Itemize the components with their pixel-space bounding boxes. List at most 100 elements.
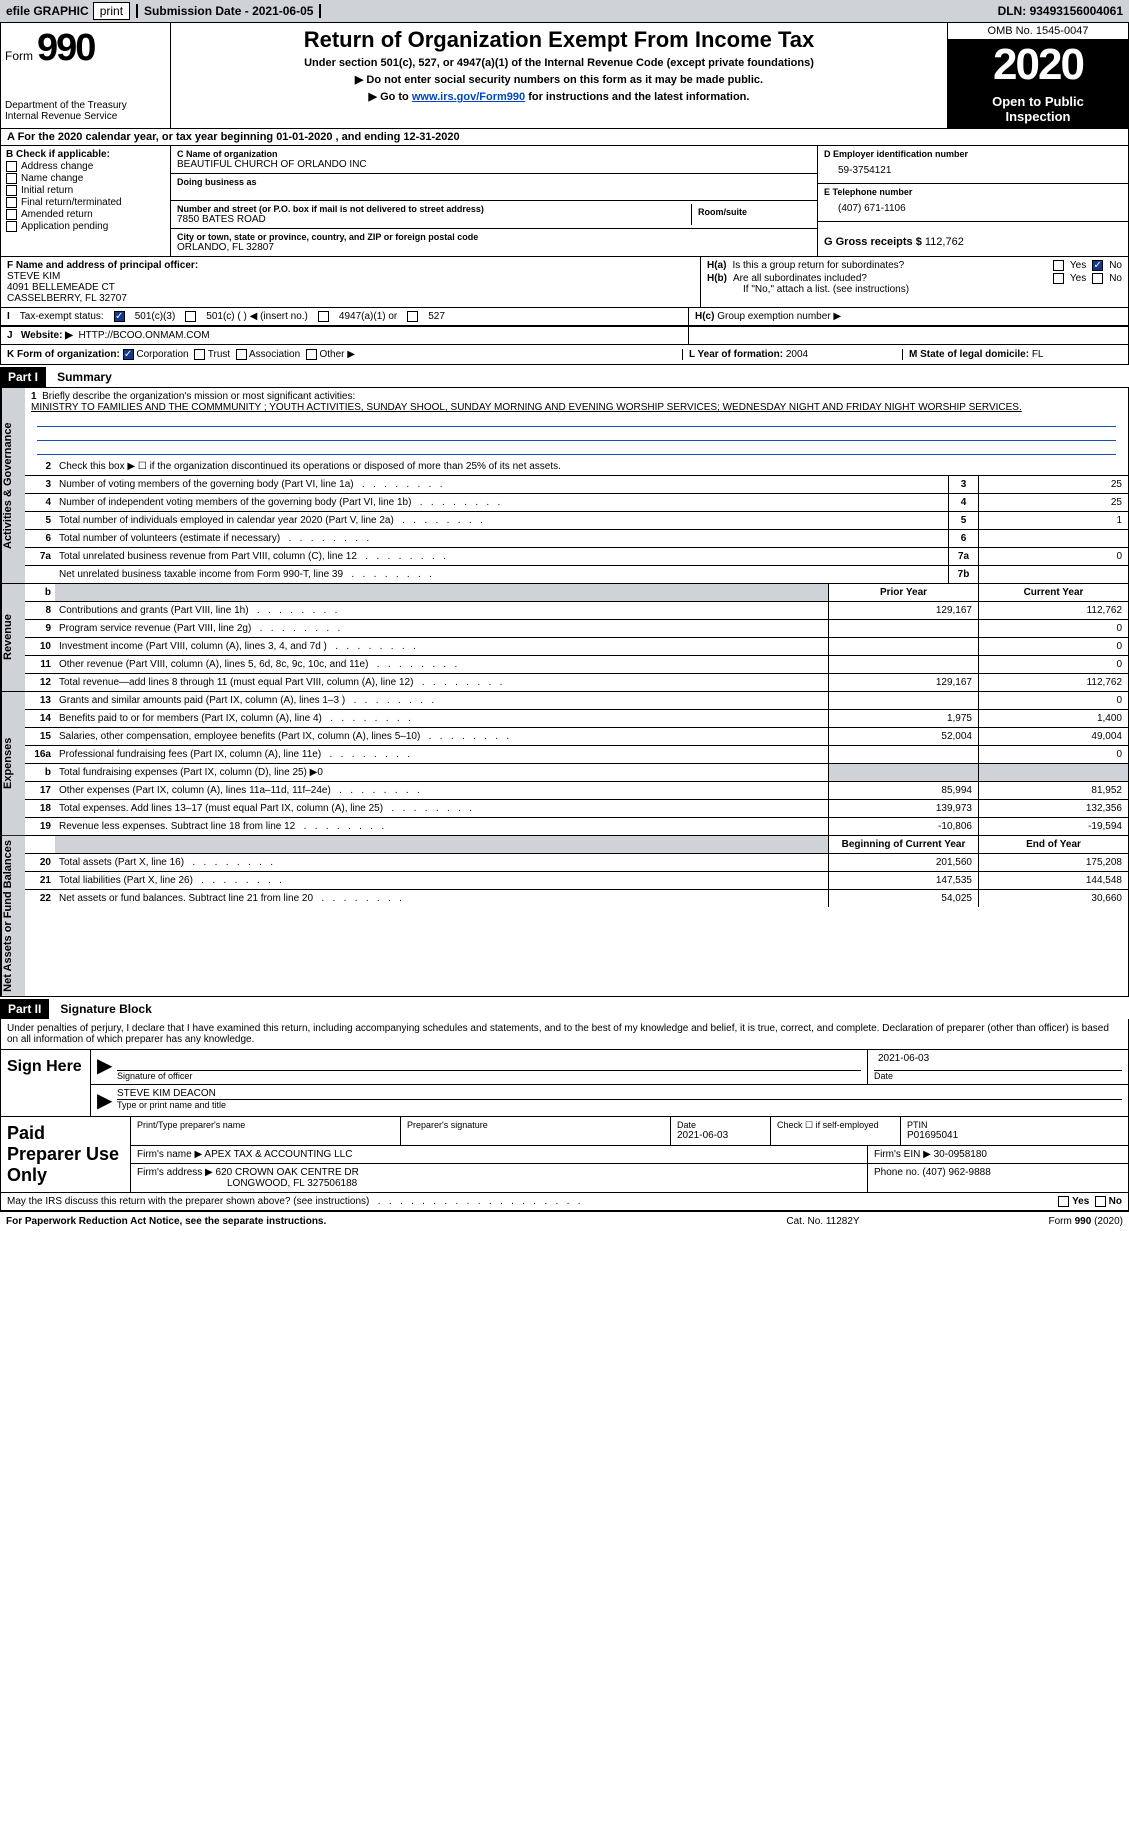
501c3-box[interactable]	[114, 311, 125, 322]
page-footer: For Paperwork Reduction Act Notice, see …	[0, 1211, 1129, 1231]
topbar: efile GRAPHIC print Submission Date - 20…	[0, 0, 1129, 22]
prep-date: 2021-06-03	[677, 1130, 764, 1141]
self-employed-check[interactable]: Check ☐ if self-employed	[771, 1117, 901, 1145]
row-k: K Form of organization: Corporation Trus…	[0, 345, 1129, 365]
sig-officer-label: Signature of officer	[117, 1071, 861, 1081]
hb-text: Are all subordinates included?	[733, 273, 1047, 284]
sign-here-label: Sign Here	[1, 1050, 91, 1116]
year-formation: 2004	[786, 349, 808, 360]
discuss-yes-box[interactable]	[1058, 1196, 1069, 1207]
firm-addr-label: Firm's address ▶	[137, 1167, 213, 1178]
city-label: City or town, state or province, country…	[177, 232, 811, 242]
perjury-declaration: Under penalties of perjury, I declare th…	[1, 1019, 1128, 1049]
side-netassets: Net Assets or Fund Balances	[1, 836, 25, 996]
current-year-header: Current Year	[978, 584, 1128, 601]
501c-box[interactable]	[185, 311, 196, 322]
tax-year-row: A For the 2020 calendar year, or tax yea…	[0, 129, 1129, 146]
officer-h-row: F Name and address of principal officer:…	[0, 257, 1129, 308]
telephone: (407) 671-1106	[824, 197, 1122, 218]
ein-label: D Employer identification number	[824, 149, 1122, 159]
form-word: Form	[5, 49, 33, 63]
check-final[interactable]	[6, 197, 17, 208]
side-revenue: Revenue	[1, 584, 25, 691]
527-box[interactable]	[407, 311, 418, 322]
signature-block: Under penalties of perjury, I declare th…	[0, 1019, 1129, 1211]
check-amended[interactable]	[6, 209, 17, 220]
state-domicile: FL	[1032, 349, 1044, 360]
open-inspection: Open to Public Inspection	[948, 90, 1128, 128]
firm-name-label: Firm's name ▶	[137, 1149, 202, 1160]
form-subtitle-3: ▶ Go to www.irs.gov/Form990 for instruct…	[181, 90, 937, 103]
hb-yes-box[interactable]	[1053, 273, 1064, 284]
ein: 59-3754121	[824, 159, 1122, 180]
cat-no: Cat. No. 11282Y	[723, 1216, 923, 1227]
paperwork-notice: For Paperwork Reduction Act Notice, see …	[6, 1216, 723, 1227]
discuss-no-box[interactable]	[1095, 1196, 1106, 1207]
corp-box[interactable]	[123, 349, 134, 360]
firm-ein-label: Firm's EIN ▶	[874, 1149, 931, 1160]
dept-treasury: Department of the Treasury	[5, 100, 166, 111]
form-subtitle-1: Under section 501(c), 527, or 4947(a)(1)…	[181, 57, 937, 69]
prior-year-header: Prior Year	[828, 584, 978, 601]
check-address[interactable]	[6, 161, 17, 172]
eoy-header: End of Year	[978, 836, 1128, 853]
website: HTTP://BCOO.ONMAM.COM	[78, 330, 209, 341]
check-application[interactable]	[6, 221, 17, 232]
hc-label: H(c)	[695, 311, 714, 322]
form-org-label: K Form of organization:	[7, 349, 120, 360]
website-label: Website: ▶	[21, 330, 73, 341]
tax-year: 2020	[948, 40, 1128, 90]
irs-link[interactable]: www.irs.gov/Form990	[412, 91, 525, 103]
row-i-j: I Tax-exempt status: 501(c)(3) 501(c) ( …	[0, 308, 1129, 327]
mission-label: Briefly describe the organization's miss…	[42, 391, 355, 402]
sign-arrow-icon: ▶	[91, 1050, 111, 1084]
street-label: Number and street (or P.O. box if mail i…	[177, 204, 691, 214]
officer-name: STEVE KIM	[7, 271, 60, 282]
org-name-label: C Name of organization	[177, 149, 811, 159]
officer-addr2: CASSELBERRY, FL 32707	[7, 293, 127, 304]
hb-no-box[interactable]	[1092, 273, 1103, 284]
form-number: 990	[37, 27, 94, 70]
ptin: P01695041	[907, 1130, 1122, 1141]
name-title-label: Type or print name and title	[117, 1100, 1122, 1110]
check-b-title: B Check if applicable:	[6, 149, 165, 160]
firm-addr2: LONGWOOD, FL 327506188	[137, 1178, 357, 1189]
preparer-sig-label: Preparer's signature	[407, 1120, 664, 1130]
firm-phone-label: Phone no.	[874, 1167, 922, 1178]
other-box[interactable]	[306, 349, 317, 360]
print-button[interactable]: print	[93, 2, 130, 20]
efile-label: efile GRAPHIC	[6, 4, 89, 18]
form-header: Form 990 Department of the Treasury Inte…	[0, 22, 1129, 129]
tel-label: E Telephone number	[824, 187, 1122, 197]
hb-note: If "No," attach a list. (see instruction…	[707, 284, 1122, 295]
sig-date: 2021-06-03	[874, 1053, 1122, 1071]
check-name[interactable]	[6, 173, 17, 184]
assoc-box[interactable]	[236, 349, 247, 360]
dept-irs: Internal Revenue Service	[5, 111, 166, 122]
form-title: Return of Organization Exempt From Incom…	[181, 27, 937, 53]
submission-date: 2021-06-05	[252, 4, 313, 18]
summary-expenses: Expenses 13Grants and similar amounts pa…	[0, 692, 1129, 836]
prep-date-label: Date	[677, 1120, 764, 1130]
hc-text: Group exemption number ▶	[717, 311, 841, 322]
side-governance: Activities & Governance	[1, 388, 25, 583]
ha-yes-box[interactable]	[1053, 260, 1064, 271]
4947-box[interactable]	[318, 311, 329, 322]
entity-block: B Check if applicable: Address change Na…	[0, 146, 1129, 257]
dln: DLN: 93493156004061	[998, 4, 1123, 18]
ha-no-box[interactable]	[1092, 260, 1103, 271]
check-initial[interactable]	[6, 185, 17, 196]
firm-phone: (407) 962-9888	[922, 1167, 990, 1178]
tax-exempt-label: Tax-exempt status:	[20, 311, 104, 322]
street: 7850 BATES ROAD	[177, 214, 691, 225]
officer-label: F Name and address of principal officer:	[7, 260, 198, 271]
sign-arrow-icon-2: ▶	[91, 1085, 111, 1116]
year-formation-label: L Year of formation:	[689, 349, 786, 360]
trust-box[interactable]	[194, 349, 205, 360]
submission-cell: Submission Date - 2021-06-05	[136, 4, 321, 18]
room-label: Room/suite	[698, 207, 805, 217]
officer-addr1: 4091 BELLEMEADE CT	[7, 282, 115, 293]
form-page-indicator: Form 990 (2020)	[923, 1216, 1123, 1227]
dba-label: Doing business as	[177, 177, 811, 187]
officer-typed-name: STEVE KIM DEACON	[117, 1088, 1122, 1100]
